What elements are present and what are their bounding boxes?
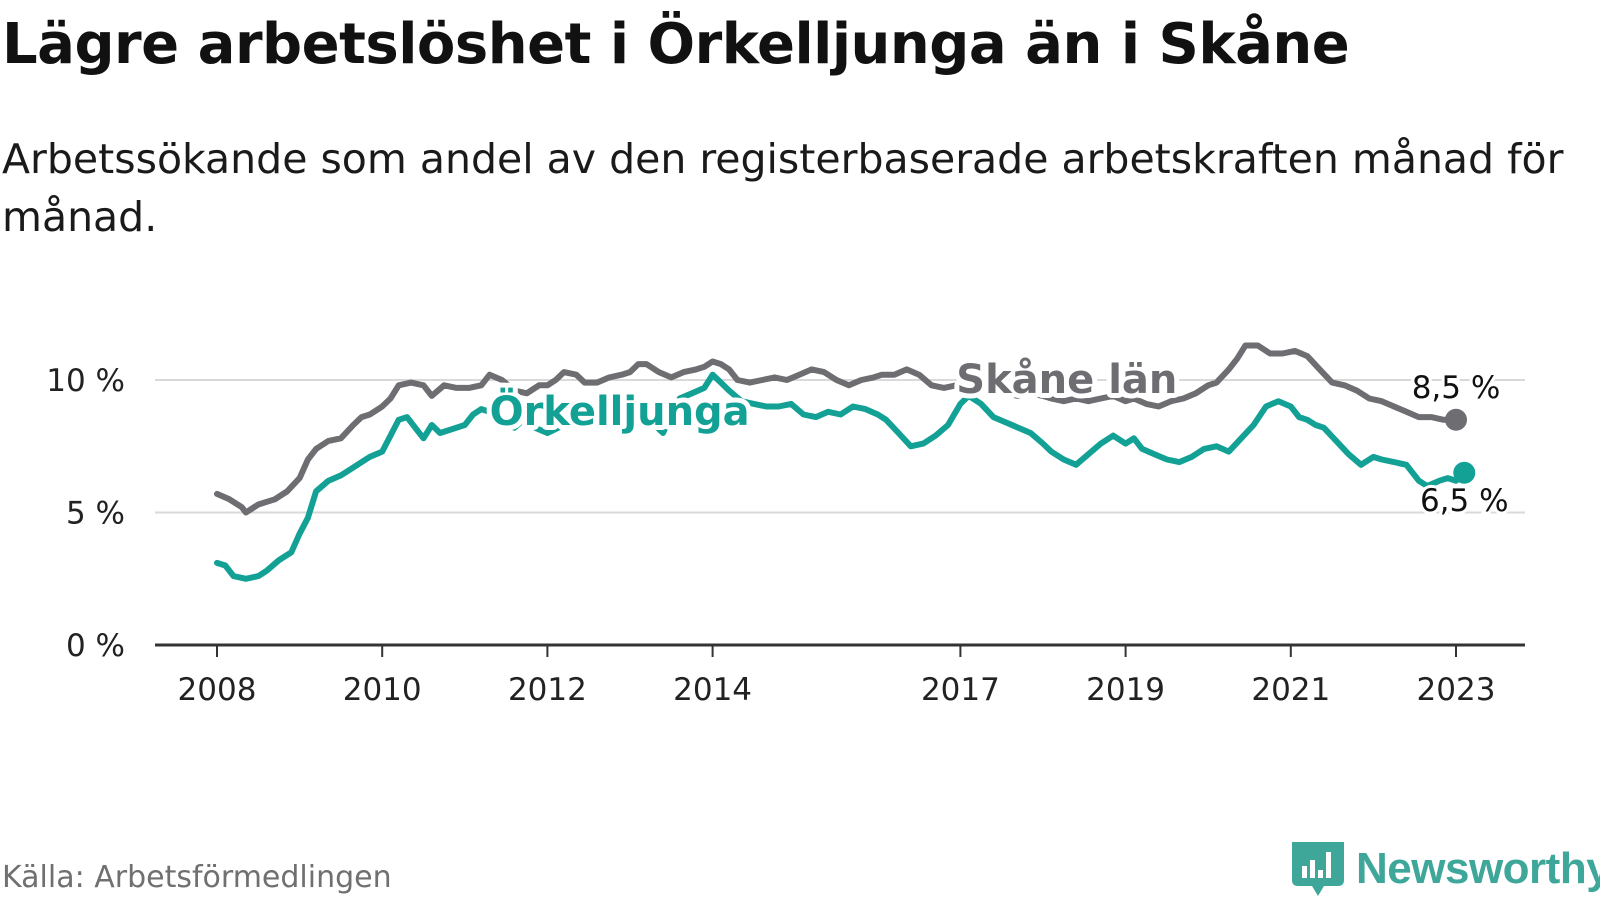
x-tick-label: 2008 [178, 672, 257, 708]
x-tick-label: 2014 [673, 672, 752, 708]
series-line-orkelljunga [214, 371, 1468, 582]
end-value-label-skane: 8,5 % [1412, 370, 1501, 406]
series-labels: Skåne län Örkelljunga 8,5 % 6,5 % [485, 351, 1512, 522]
brand-logo[interactable]: Newsworthy [1290, 840, 1600, 898]
chart-title: Lägre arbetslöshet i Örkelljunga än i Sk… [2, 12, 1350, 77]
x-tick-label: 2017 [921, 672, 1000, 708]
end-value-label-orkelljunga: 6,5 % [1420, 483, 1509, 519]
series-endpoint-orkelljunga [1453, 461, 1476, 484]
series-name-label-skane: Skåne län [956, 356, 1177, 403]
x-tick-label: 2019 [1086, 672, 1165, 708]
x-tick-label: 2012 [508, 672, 587, 708]
y-tick-label: 0 % [66, 628, 125, 664]
y-tick-label: 10 % [46, 363, 125, 399]
brand-name: Newsworthy [1356, 844, 1600, 893]
series-endpoint-skane [1445, 408, 1467, 431]
series-lines [214, 342, 1476, 582]
x-tick-label: 2021 [1251, 672, 1330, 708]
series-line-skane [214, 342, 1459, 516]
gridlines: 0 % 5 % 10 % [46, 363, 1525, 664]
chart-subtitle: Arbetssökande som andel av den registerb… [2, 135, 1564, 241]
x-axis: 2008 2010 2012 2014 2017 2019 2021 2023 [155, 643, 1525, 708]
source-note: Källa: Arbetsförmedlingen [2, 860, 392, 895]
x-tick-label: 2023 [1417, 672, 1496, 708]
x-tick-label: 2010 [343, 672, 422, 708]
y-tick-label: 5 % [66, 496, 125, 532]
newsworthy-logo-icon [1292, 842, 1344, 896]
series-name-label-orkelljunga: Örkelljunga [490, 387, 750, 435]
